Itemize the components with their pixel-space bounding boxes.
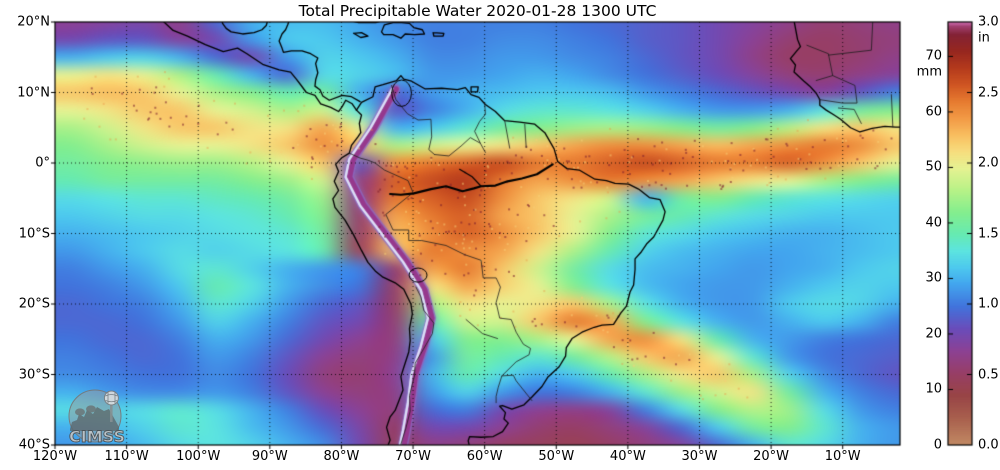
colorbar-in-tick-label: 0.0: [978, 437, 999, 453]
lat-tick-label: 40°S: [18, 437, 50, 453]
logo-ball-lattice: [105, 392, 118, 404]
lon-tick-label: 110°W: [104, 449, 149, 464]
colorbar-mm-tick-label: 40: [925, 215, 942, 231]
colorbar-mm-tick-label: 50: [925, 159, 942, 175]
lon-tick-label: 70°W: [395, 449, 431, 464]
lon-tick-label: 10°W: [824, 449, 861, 464]
logo-tower-icon: [110, 404, 113, 422]
colorbar-mm-tick-label: 70: [925, 48, 942, 64]
logo-satellite-ball-icon: [103, 390, 119, 406]
colorbar-in-tick-label: 1.5: [978, 226, 999, 241]
lon-tick-label: 100°W: [176, 449, 221, 464]
lon-tick-label: 30°W: [681, 449, 718, 464]
lon-tick-label: 80°W: [323, 449, 360, 464]
lon-tick-label: 40°W: [609, 449, 646, 464]
lon-tick-label: 50°W: [538, 449, 575, 464]
lat-tick-label: 10°S: [18, 226, 50, 241]
lon-tick-label: 120°W: [32, 449, 78, 464]
colorbar-mm-tick-label: 30: [925, 270, 942, 286]
logo-dish-icon: [86, 405, 96, 413]
lat-tick-label: 20°N: [17, 14, 50, 30]
colorbar-mm-tick-label: 60: [925, 104, 942, 120]
colorbar-mm-unit-label: mm: [916, 64, 942, 80]
colorbar-in-tick-label: 2.5: [978, 85, 999, 100]
lon-tick-label: 20°W: [753, 449, 790, 464]
lat-tick-label: 30°S: [18, 367, 50, 382]
lat-tick-label: 10°N: [17, 85, 50, 100]
colorbar-mm-tick-label: 20: [925, 326, 942, 342]
logo-text: CIMSS: [69, 427, 125, 446]
colorbar-in-unit-label: in: [978, 30, 990, 46]
logo-dish-icon: [75, 408, 85, 416]
colorbar-in-tick-label: 1.0: [978, 296, 999, 312]
lat-tick-label: 0°: [35, 155, 50, 171]
colorbar-mm-tick-label: 0: [933, 437, 942, 453]
cimss-logo: CIMSS: [68, 389, 125, 446]
colorbar-in-tick-label: 2.0: [978, 155, 999, 171]
colorbar-in-tick-label: 0.5: [978, 367, 999, 382]
colorbar-mm-tick-label: 10: [925, 381, 942, 397]
chart-title: Total Precipitable Water 2020-01-28 1300…: [298, 2, 657, 20]
colorbar-in-tick-label: 3.0: [978, 14, 999, 30]
lon-tick-label: 90°W: [251, 449, 288, 464]
logo-dish-silhouette-icon: [70, 407, 119, 431]
lon-tick-label: 60°W: [466, 449, 503, 464]
lat-tick-label: 20°S: [18, 296, 50, 312]
